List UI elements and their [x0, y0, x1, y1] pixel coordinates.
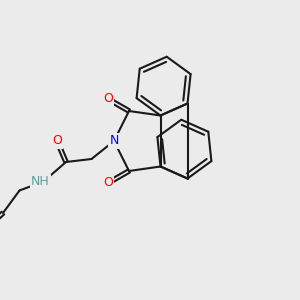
Text: O: O	[103, 176, 113, 190]
Text: O: O	[103, 92, 113, 106]
Text: NH: NH	[31, 175, 50, 188]
Text: N: N	[109, 134, 119, 148]
Text: O: O	[52, 134, 62, 148]
